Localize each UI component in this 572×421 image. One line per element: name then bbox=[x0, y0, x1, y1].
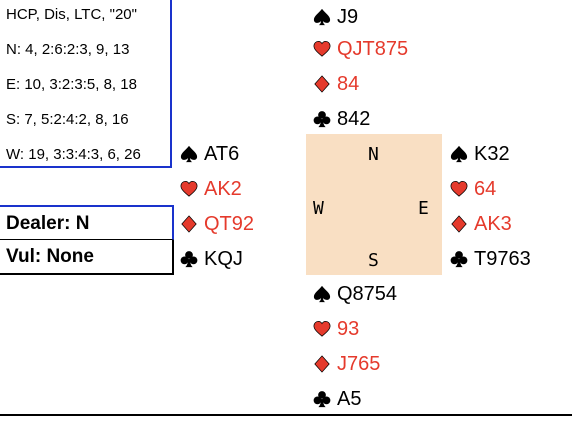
east-hearts-cards: 64 bbox=[474, 177, 497, 200]
bottom-divider bbox=[0, 414, 572, 416]
compass-east: E bbox=[418, 198, 429, 219]
heart-icon bbox=[450, 180, 468, 198]
vulnerability-label: Vul: None bbox=[0, 240, 174, 275]
north-evaluation: N: 4, 2:6:2:3, 9, 13 bbox=[6, 41, 130, 58]
club-icon bbox=[313, 390, 331, 408]
south-hearts-cards: 93 bbox=[337, 317, 360, 340]
hand-evaluation-box: HCP, Dis, LTC, "20" N: 4, 2:6:2:3, 9, 13… bbox=[0, 0, 172, 168]
south-clubs: A5 bbox=[313, 382, 361, 416]
west-evaluation: W: 19, 3:3:4:3, 6, 26 bbox=[6, 146, 141, 163]
north-hearts: QJT875 bbox=[313, 32, 408, 66]
north-diamonds: 84 bbox=[313, 67, 359, 101]
east-diamonds-cards: AK3 bbox=[474, 212, 512, 235]
club-icon bbox=[450, 250, 468, 268]
south-evaluation: S: 7, 5:2:4:2, 8, 16 bbox=[6, 111, 129, 128]
dealer-label: Dealer: N bbox=[0, 205, 174, 240]
south-diamonds: J765 bbox=[313, 347, 380, 381]
diamond-icon bbox=[313, 75, 331, 93]
west-hearts-cards: AK2 bbox=[204, 177, 242, 200]
east-spades: K32 bbox=[450, 137, 510, 171]
north-spades: J9 bbox=[313, 0, 358, 34]
compass-south: S bbox=[368, 250, 379, 271]
north-spades-cards: J9 bbox=[337, 5, 359, 28]
east-clubs: T9763 bbox=[450, 242, 531, 276]
east-diamonds: AK3 bbox=[450, 207, 512, 241]
south-spades: Q8754 bbox=[313, 277, 397, 311]
north-hearts-cards: QJT875 bbox=[337, 37, 409, 60]
west-hearts: AK2 bbox=[180, 172, 242, 206]
spade-icon bbox=[313, 285, 331, 303]
west-clubs: KQJ bbox=[180, 242, 243, 276]
heart-icon bbox=[180, 180, 198, 198]
east-clubs-cards: T9763 bbox=[474, 247, 531, 270]
spade-icon bbox=[313, 8, 331, 26]
west-clubs-cards: KQJ bbox=[204, 247, 243, 270]
heart-icon bbox=[313, 320, 331, 338]
south-diamonds-cards: J765 bbox=[337, 352, 381, 375]
north-diamonds-cards: 84 bbox=[337, 72, 360, 95]
north-clubs-cards: 842 bbox=[337, 107, 371, 130]
east-spades-cards: K32 bbox=[474, 142, 510, 165]
club-icon bbox=[180, 250, 198, 268]
spade-icon bbox=[180, 145, 198, 163]
west-spades: AT6 bbox=[180, 137, 239, 171]
diamond-icon bbox=[313, 355, 331, 373]
east-evaluation: E: 10, 3:2:3:5, 8, 18 bbox=[6, 76, 137, 93]
compass-table: N E S W bbox=[306, 134, 442, 275]
spade-icon bbox=[450, 145, 468, 163]
evaluation-header: HCP, Dis, LTC, "20" bbox=[6, 6, 137, 23]
club-icon bbox=[313, 110, 331, 128]
south-hearts: 93 bbox=[313, 312, 359, 346]
west-diamonds: QT92 bbox=[180, 207, 254, 241]
west-spades-cards: AT6 bbox=[204, 142, 240, 165]
south-clubs-cards: A5 bbox=[337, 387, 362, 410]
north-clubs: 842 bbox=[313, 102, 370, 136]
east-hearts: 64 bbox=[450, 172, 496, 206]
diamond-icon bbox=[450, 215, 468, 233]
diamond-icon bbox=[180, 215, 198, 233]
west-diamonds-cards: QT92 bbox=[204, 212, 255, 235]
heart-icon bbox=[313, 40, 331, 58]
compass-north: N bbox=[368, 144, 379, 165]
south-spades-cards: Q8754 bbox=[337, 282, 398, 305]
compass-west: W bbox=[313, 198, 324, 219]
